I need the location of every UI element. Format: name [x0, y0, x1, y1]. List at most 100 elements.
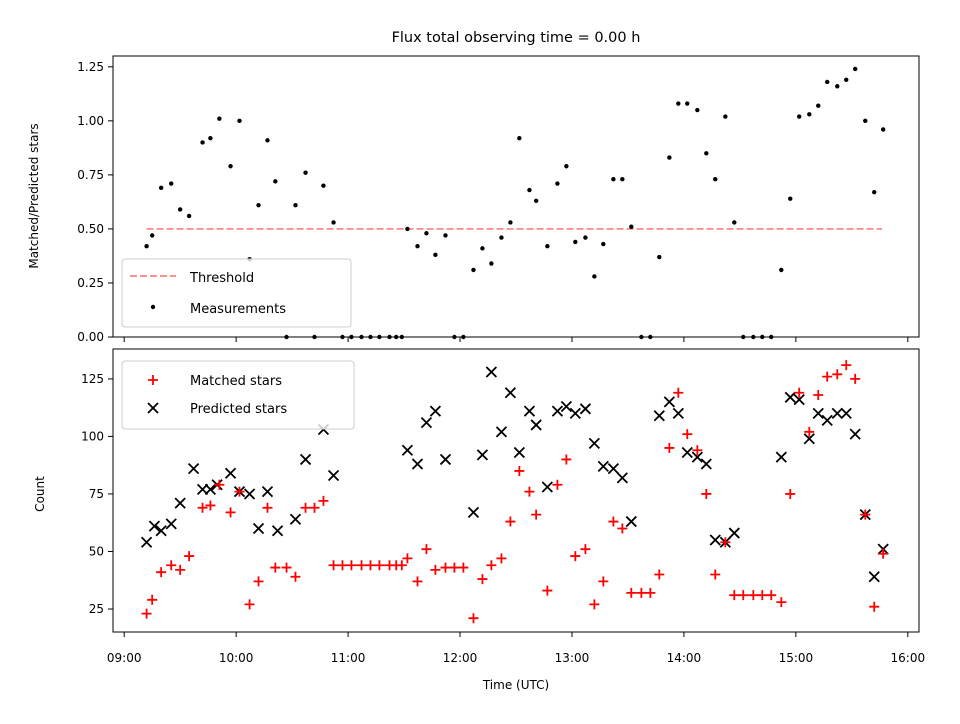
predicted-star-marker — [625, 515, 637, 528]
legend-predicted-swatch — [147, 402, 159, 414]
matched-star-marker — [570, 551, 581, 562]
x-tick-label: 14:00 — [667, 651, 702, 665]
matched-star-marker — [766, 590, 777, 601]
measurement-point — [273, 179, 278, 184]
predicted-star-marker — [148, 520, 161, 532]
measurement-point — [788, 196, 793, 201]
matched-star-marker — [337, 560, 348, 571]
measurement-point — [667, 155, 672, 160]
top-chart-title: Flux total observing time = 0.00 h — [392, 30, 641, 46]
predicted-star-marker — [551, 405, 564, 417]
matched-star-marker — [318, 495, 329, 506]
measurement-point — [405, 226, 410, 232]
predicted-star-marker — [793, 393, 805, 406]
top-legend: Threshold Measurements — [121, 258, 352, 328]
matched-star-marker — [440, 562, 451, 573]
measurement-point — [620, 177, 625, 182]
top-y-axis-label: Matched/Predicted stars — [27, 123, 41, 268]
measurement-point — [265, 138, 270, 143]
matched-star-marker — [608, 516, 619, 527]
matched-star-marker — [673, 387, 684, 398]
x-axis-label: Time (UTC) — [482, 678, 549, 692]
matched-star-marker — [477, 574, 488, 585]
bottom-y-tick-label: 100 — [81, 429, 104, 443]
top-y-tick-label: 0.75 — [77, 168, 104, 182]
predicted-star-marker — [476, 449, 489, 461]
measurement-point — [489, 261, 494, 266]
matched-star-marker — [804, 426, 815, 437]
measurement-point — [555, 181, 560, 186]
measurement-point — [144, 244, 149, 249]
bottom-y-tick-label: 125 — [81, 372, 104, 386]
measurement-point — [732, 220, 737, 225]
matched-star-marker — [468, 613, 479, 624]
predicted-star-marker — [140, 536, 153, 548]
matched-star-marker — [738, 590, 749, 601]
measurement-point — [704, 151, 709, 156]
predicted-star-marker — [560, 400, 573, 413]
matched-star-marker — [514, 465, 525, 476]
measurement-point — [331, 220, 336, 225]
x-tick-label: 09:00 — [107, 651, 142, 665]
matched-star-marker — [205, 500, 216, 511]
predicted-star-marker — [504, 387, 517, 399]
measurement-point — [471, 267, 476, 273]
measurement-point — [657, 254, 662, 260]
predicted-star-marker — [803, 433, 815, 445]
matched-star-marker — [626, 587, 637, 598]
top-y-tick-label: 0.00 — [77, 330, 104, 344]
x-tick-label: 12:00 — [443, 651, 478, 665]
matched-star-marker — [542, 585, 553, 596]
matched-star-marker — [878, 548, 889, 559]
matched-star-marker — [328, 560, 339, 571]
predicted-star-marker — [530, 419, 542, 431]
matched-star-marker — [636, 587, 647, 598]
predicted-star-marker — [252, 522, 265, 535]
measurement-point — [545, 244, 550, 249]
matched-star-marker — [748, 590, 759, 601]
measurement-point — [844, 77, 849, 82]
predicted-star-marker — [429, 405, 442, 417]
predicted-star-marker — [653, 410, 665, 422]
measurement-point — [186, 213, 192, 219]
predicted-star-marker — [523, 405, 536, 417]
top-y-tick-label: 1.00 — [77, 114, 104, 128]
predicted-star-marker — [155, 525, 167, 537]
matched-star-marker — [365, 560, 376, 571]
predicted-star-marker — [243, 488, 256, 500]
predicted-star-marker — [467, 506, 480, 518]
measurement-point — [517, 135, 522, 141]
matched-star-marker — [531, 509, 542, 520]
matched-star-marker — [309, 502, 320, 513]
measurement-point — [564, 164, 569, 169]
measurement-point — [629, 224, 634, 229]
measurement-point — [713, 177, 718, 182]
predicted-star-marker — [327, 469, 340, 482]
matched-star-marker — [225, 507, 236, 518]
bottom-y-tick-label: 50 — [89, 544, 104, 558]
predicted-star-marker — [204, 483, 217, 495]
predicted-star-marker — [831, 407, 843, 420]
legend-measurements-label: Measurements — [190, 302, 286, 317]
measurement-point — [533, 198, 539, 204]
matched-star-marker — [430, 564, 441, 575]
matched-star-marker — [813, 390, 824, 401]
legend-predicted-label: Predicted stars — [190, 402, 287, 417]
matched-star-marker — [270, 562, 281, 573]
matched-star-marker — [458, 562, 469, 573]
matched-star-marker — [794, 387, 805, 398]
measurement-point — [880, 127, 886, 132]
x-tick-label: 15:00 — [779, 651, 814, 665]
measurement-point — [816, 103, 821, 108]
measurement-point — [217, 116, 222, 121]
measurement-point — [158, 185, 164, 191]
matched-star-marker — [869, 601, 880, 612]
matched-star-marker — [486, 560, 497, 571]
measurement-point — [508, 220, 513, 225]
measurement-point — [863, 118, 868, 124]
matched-star-marker — [156, 567, 167, 578]
matched-star-marker — [253, 576, 264, 587]
predicted-star-marker — [821, 414, 833, 426]
predicted-star-marker — [784, 391, 796, 403]
